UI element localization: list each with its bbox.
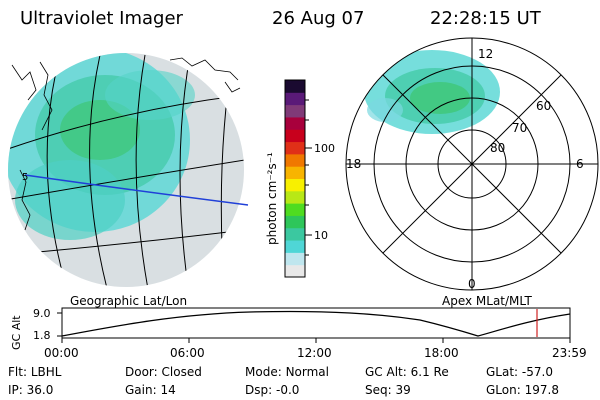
colorbar-tick-10: 10: [314, 229, 328, 242]
colorbar-segment: [285, 104, 305, 118]
colorbar-segment: [285, 178, 305, 192]
header-time: 22:28:15 UT: [430, 8, 541, 29]
colorbar-segment: [285, 190, 305, 204]
polar-emission: [364, 50, 500, 134]
timeline-ytick-low: 1.8: [33, 329, 51, 342]
status-seq: Seq: 39: [365, 383, 411, 397]
mlt-label-18: 18: [346, 157, 361, 171]
reference-line-label: 5: [22, 172, 28, 183]
lat-label-60: 60: [536, 99, 551, 113]
colorbar-segment: [285, 129, 305, 143]
status-flt: Flt: LBHL: [8, 365, 62, 379]
timeline-xtick-3: 18:00: [424, 346, 459, 360]
colorbar-segment: [285, 92, 305, 106]
altitude-curve: [61, 310, 571, 337]
colorbar-segment: [285, 240, 305, 253]
colorbar-segment: [285, 166, 305, 179]
lat-label-70: 70: [512, 121, 527, 135]
colorbar-segment: [285, 80, 305, 93]
colorbar-segment: [285, 203, 305, 216]
colorbar-segment: [285, 264, 305, 278]
status-gc-alt: GC Alt: 6.1 Re: [365, 365, 449, 379]
colorbar-unit-label: photon cm⁻²s⁻¹: [265, 152, 279, 245]
status-ip: IP: 36.0: [8, 383, 54, 397]
timeline-ylabel: GC Alt: [10, 315, 23, 350]
timeline-xtick-2: 12:00: [297, 346, 332, 360]
colorbar-tick-100: 100: [314, 142, 335, 155]
colorbar-segment: [285, 116, 305, 130]
mlt-label-12: 12: [478, 47, 493, 61]
colorbar-ticks: [305, 99, 312, 256]
timeline-xtick-1: 06:00: [170, 346, 205, 360]
status-door: Door: Closed: [125, 365, 202, 379]
geographic-emission: [8, 53, 195, 240]
status-gain: Gain: 14: [125, 383, 176, 397]
status-dsp: Dsp: -0.0: [245, 383, 300, 397]
status-glat: GLat: -57.0: [486, 365, 553, 379]
timeline-ytick-high: 9.0: [33, 307, 51, 320]
lat-label-80: 80: [490, 141, 505, 155]
timeline-ticks: [57, 312, 571, 343]
colorbar-segment: [285, 252, 305, 266]
timeline-xtick-4: 23:59: [552, 346, 587, 360]
colorbar-segment: [285, 227, 305, 241]
colorbar-segment: [285, 215, 305, 229]
timeline-xtick-0: 00:00: [44, 346, 79, 360]
left-panel-caption: Geographic Lat/Lon: [70, 294, 188, 308]
right-panel-caption: Apex MLat/MLT: [442, 294, 532, 308]
instrument-title: Ultraviolet Imager: [20, 8, 183, 29]
header-date: 26 Aug 07: [272, 8, 365, 29]
polar-plot: 12 18 6 0 60 70 80: [345, 37, 599, 291]
geographic-image: 5: [8, 53, 249, 287]
geographic-reference-line: [24, 174, 249, 206]
status-mode: Mode: Normal: [245, 365, 329, 379]
colorbar: [285, 80, 305, 278]
colorbar-segment: [285, 153, 305, 167]
mlt-label-6: 6: [576, 157, 584, 171]
colorbar-frame: [284, 79, 306, 278]
status-glon: GLon: 197.8: [486, 383, 559, 397]
colorbar-segment: [285, 141, 305, 155]
polar-grid: [345, 37, 599, 291]
coastlines: [11, 57, 241, 231]
mlt-label-0: 0: [468, 277, 476, 291]
altitude-timeline: GC Alt 9.0 1.8: [10, 307, 571, 350]
